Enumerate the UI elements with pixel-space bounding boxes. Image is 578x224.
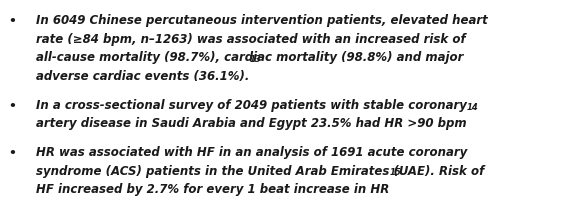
Text: 14: 14 bbox=[467, 103, 479, 112]
Text: 15: 15 bbox=[390, 168, 401, 177]
Text: all-cause mortality (98.7%), cardiac mortality (98.8%) and major: all-cause mortality (98.7%), cardiac mor… bbox=[36, 51, 464, 64]
Text: In 6049 Chinese percutaneous intervention patients, elevated heart: In 6049 Chinese percutaneous interventio… bbox=[36, 14, 488, 27]
Text: syndrome (ACS) patients in the United Arab Emirates (UAE). Risk of: syndrome (ACS) patients in the United Ar… bbox=[36, 165, 484, 178]
Text: 13: 13 bbox=[250, 55, 261, 64]
Text: adverse cardiac events (36.1%).: adverse cardiac events (36.1%). bbox=[36, 70, 250, 83]
Text: •: • bbox=[9, 100, 16, 113]
Text: •: • bbox=[9, 147, 16, 160]
Text: HR was associated with HF in an analysis of 1691 acute coronary: HR was associated with HF in an analysis… bbox=[36, 146, 468, 159]
Text: •: • bbox=[9, 15, 16, 28]
Text: In a cross-sectional survey of 2049 patients with stable coronary: In a cross-sectional survey of 2049 pati… bbox=[36, 99, 467, 112]
Text: rate (≥84 bpm, n–1263) was associated with an increased risk of: rate (≥84 bpm, n–1263) was associated wi… bbox=[36, 33, 466, 46]
Text: artery disease in Saudi Arabia and Egypt 23.5% had HR >90 bpm: artery disease in Saudi Arabia and Egypt… bbox=[36, 117, 467, 130]
Text: HF increased by 2.7% for every 1 beat increase in HR: HF increased by 2.7% for every 1 beat in… bbox=[36, 183, 390, 196]
